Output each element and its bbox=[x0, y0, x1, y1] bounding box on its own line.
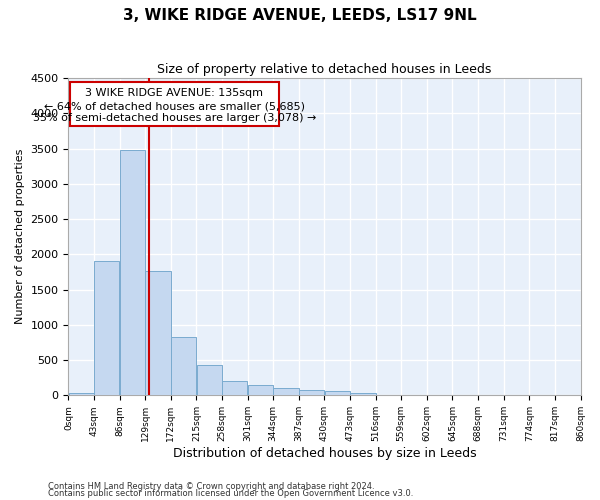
Bar bbox=[68, 393, 94, 396]
Bar bbox=[274, 388, 299, 396]
Bar bbox=[325, 391, 350, 396]
Bar bbox=[120, 150, 145, 396]
Bar bbox=[197, 365, 222, 396]
Bar bbox=[94, 262, 119, 396]
Bar bbox=[222, 381, 247, 396]
Bar bbox=[171, 337, 196, 396]
Text: 35% of semi-detached houses are larger (3,078) →: 35% of semi-detached houses are larger (… bbox=[33, 114, 316, 124]
Text: 3 WIKE RIDGE AVENUE: 135sqm: 3 WIKE RIDGE AVENUE: 135sqm bbox=[85, 88, 263, 98]
Bar bbox=[145, 272, 170, 396]
Title: Size of property relative to detached houses in Leeds: Size of property relative to detached ho… bbox=[157, 62, 491, 76]
Bar bbox=[350, 393, 376, 396]
Bar bbox=[248, 385, 273, 396]
Text: Contains HM Land Registry data © Crown copyright and database right 2024.: Contains HM Land Registry data © Crown c… bbox=[48, 482, 374, 491]
Bar bbox=[299, 390, 325, 396]
Y-axis label: Number of detached properties: Number of detached properties bbox=[15, 149, 25, 324]
FancyBboxPatch shape bbox=[70, 82, 278, 126]
X-axis label: Distribution of detached houses by size in Leeds: Distribution of detached houses by size … bbox=[173, 447, 476, 460]
Text: ← 64% of detached houses are smaller (5,685): ← 64% of detached houses are smaller (5,… bbox=[44, 102, 305, 112]
Text: 3, WIKE RIDGE AVENUE, LEEDS, LS17 9NL: 3, WIKE RIDGE AVENUE, LEEDS, LS17 9NL bbox=[123, 8, 477, 22]
Text: Contains public sector information licensed under the Open Government Licence v3: Contains public sector information licen… bbox=[48, 490, 413, 498]
